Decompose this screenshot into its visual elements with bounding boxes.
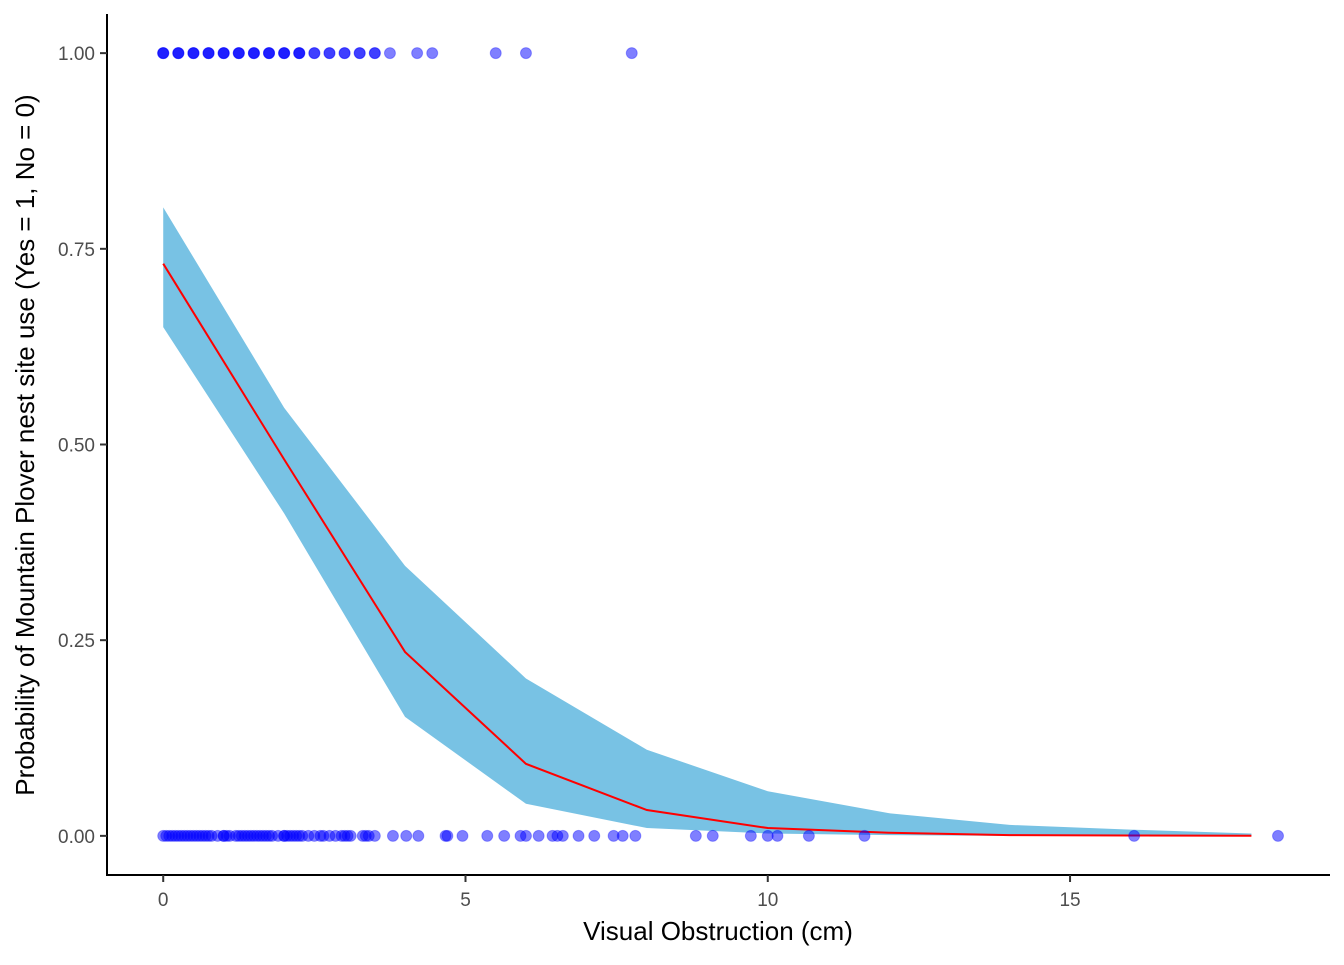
y-axis-label: Probability of Mountain Plover nest site… xyxy=(10,94,40,795)
point-unused xyxy=(441,829,454,842)
point-used xyxy=(172,47,185,60)
point-used xyxy=(368,47,381,60)
point-unused xyxy=(616,829,629,842)
confidence-band xyxy=(163,207,1252,836)
point-unused xyxy=(519,829,532,842)
point-unused xyxy=(572,829,585,842)
point-unused xyxy=(386,829,399,842)
point-unused xyxy=(556,829,569,842)
x-tick-label: 10 xyxy=(757,890,778,911)
point-unused xyxy=(689,829,702,842)
x-ticks: 0 5 10 15 xyxy=(158,875,1081,911)
y-tick-label: 0.50 xyxy=(58,436,95,457)
point-unused xyxy=(1128,829,1141,842)
point-unused xyxy=(588,829,601,842)
point-unused xyxy=(771,829,784,842)
points-layer xyxy=(157,47,1285,842)
point-unused xyxy=(858,829,871,842)
point-used xyxy=(323,47,336,60)
point-unused xyxy=(802,829,815,842)
y-tick-label: 0.75 xyxy=(58,240,95,261)
point-used xyxy=(489,47,502,60)
point-unused xyxy=(1272,829,1285,842)
point-used xyxy=(353,47,366,60)
x-axis-label: Visual Obstruction (cm) xyxy=(583,916,853,946)
point-used xyxy=(519,47,532,60)
point-used xyxy=(308,47,321,60)
confidence-band-layer xyxy=(163,207,1252,836)
point-unused xyxy=(532,829,545,842)
point-used xyxy=(426,47,439,60)
point-unused xyxy=(344,829,357,842)
y-ticks: 0.00 0.25 0.50 0.75 1.00 xyxy=(58,44,107,848)
fit-line-layer xyxy=(162,263,1252,837)
point-used xyxy=(625,47,638,60)
point-used xyxy=(157,47,170,60)
x-tick-label: 15 xyxy=(1059,890,1080,911)
point-used xyxy=(278,47,291,60)
point-unused xyxy=(456,829,469,842)
point-used xyxy=(338,47,351,60)
point-used xyxy=(411,47,424,60)
point-used xyxy=(247,47,260,60)
x-tick-label: 0 xyxy=(158,890,169,911)
point-unused xyxy=(412,829,425,842)
point-used xyxy=(187,47,200,60)
point-unused xyxy=(368,829,381,842)
y-tick-label: 0.00 xyxy=(58,827,95,848)
x-tick-label: 5 xyxy=(460,890,471,911)
y-tick-label: 1.00 xyxy=(58,44,95,65)
point-unused xyxy=(498,829,511,842)
point-used xyxy=(263,47,276,60)
point-used xyxy=(383,47,396,60)
point-used xyxy=(202,47,215,60)
point-used xyxy=(232,47,245,60)
point-used xyxy=(217,47,230,60)
point-unused xyxy=(400,829,413,842)
point-unused xyxy=(481,829,494,842)
point-unused xyxy=(629,829,642,842)
y-tick-label: 0.25 xyxy=(58,631,95,652)
point-unused xyxy=(706,829,719,842)
point-unused xyxy=(744,829,757,842)
point-used xyxy=(293,47,306,60)
fit-line xyxy=(162,263,1252,837)
